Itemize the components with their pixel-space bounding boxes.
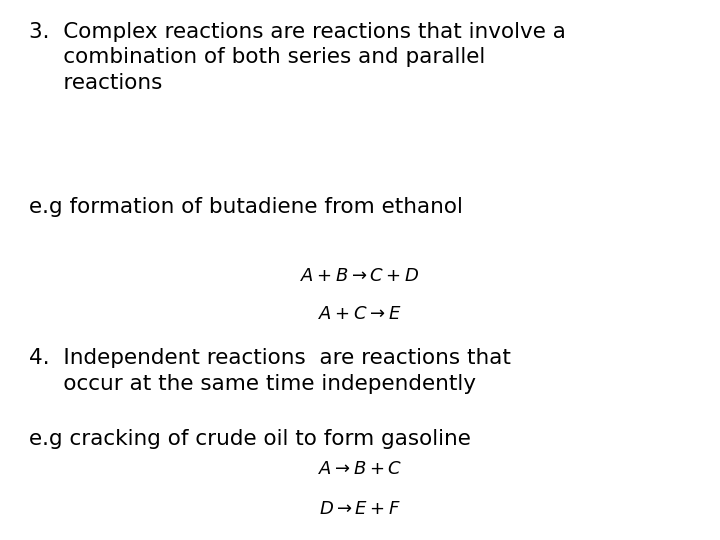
Text: 3.  Complex reactions are reactions that involve a
     combination of both seri: 3. Complex reactions are reactions that … — [29, 22, 566, 93]
Text: e.g formation of butadiene from ethanol: e.g formation of butadiene from ethanol — [29, 197, 463, 217]
Text: $A\rightarrow B+C$: $A\rightarrow B+C$ — [318, 460, 402, 478]
Text: 4.  Independent reactions  are reactions that
     occur at the same time indepe: 4. Independent reactions are reactions t… — [29, 348, 510, 394]
Text: $A+C\rightarrow E$: $A+C\rightarrow E$ — [318, 305, 402, 323]
Text: e.g cracking of crude oil to form gasoline: e.g cracking of crude oil to form gasoli… — [29, 429, 471, 449]
Text: $D\rightarrow E+F$: $D\rightarrow E+F$ — [319, 500, 401, 517]
Text: $A+B\rightarrow C+D$: $A+B\rightarrow C+D$ — [300, 267, 420, 285]
